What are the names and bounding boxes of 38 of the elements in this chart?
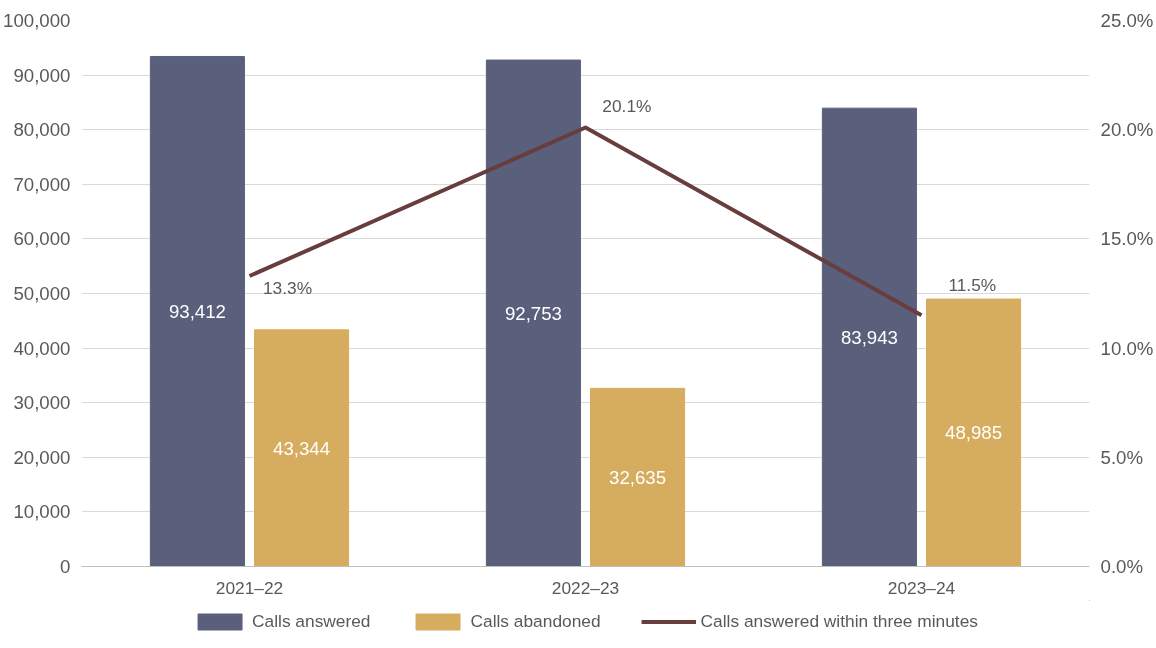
- x-tick-label: 2021–22: [215, 577, 284, 598]
- bar: [926, 298, 1022, 567]
- data-label: 83,943: [840, 326, 898, 348]
- data-label: 43,344: [273, 437, 331, 459]
- legend-label: Calls answered within three minutes: [700, 610, 978, 632]
- x-tick-label: 2022–23: [551, 577, 620, 598]
- data-label: 48,985: [945, 422, 1003, 444]
- y-tick-label: 80,000: [13, 119, 71, 141]
- y2-tick-label: 5.0%: [1100, 446, 1144, 468]
- y-tick-label: 20,000: [13, 446, 71, 468]
- y-tick-label: 40,000: [13, 337, 71, 359]
- data-label: 92,753: [504, 302, 562, 324]
- bar: [485, 59, 581, 567]
- y-tick-label: 50,000: [13, 283, 71, 304]
- y-tick-label: 60,000: [13, 228, 71, 250]
- y2-tick-label: 25.0%: [1100, 10, 1154, 31]
- bar: [254, 329, 350, 567]
- data-label: 93,412: [168, 300, 226, 322]
- y2-tick-label: 15.0%: [1100, 228, 1154, 250]
- data-label: 20.1%: [602, 95, 652, 116]
- legend-label: Calls answered: [252, 610, 371, 632]
- data-label: 13.3%: [262, 278, 313, 299]
- bar: [149, 55, 245, 567]
- y2-tick-label: 0.0%: [1100, 556, 1144, 577]
- y2-tick-label: 20.0%: [1100, 119, 1154, 141]
- y-tick-label: 90,000: [13, 64, 71, 86]
- bar: [590, 387, 686, 567]
- data-label: 11.5%: [948, 275, 997, 296]
- legend-label: Calls abandoned: [470, 610, 601, 632]
- y-tick-label: 10,000: [13, 501, 71, 523]
- x-tick-label: 2023–24: [887, 577, 956, 598]
- bar: [821, 107, 917, 567]
- y-tick-label: 0: [60, 556, 71, 577]
- data-label: 32,635: [609, 466, 667, 488]
- y-tick-label: 100,000: [3, 10, 71, 31]
- y2-tick-label: 10.0%: [1100, 337, 1154, 359]
- y-tick-label: 70,000: [13, 173, 71, 195]
- y-tick-label: 30,000: [13, 392, 71, 414]
